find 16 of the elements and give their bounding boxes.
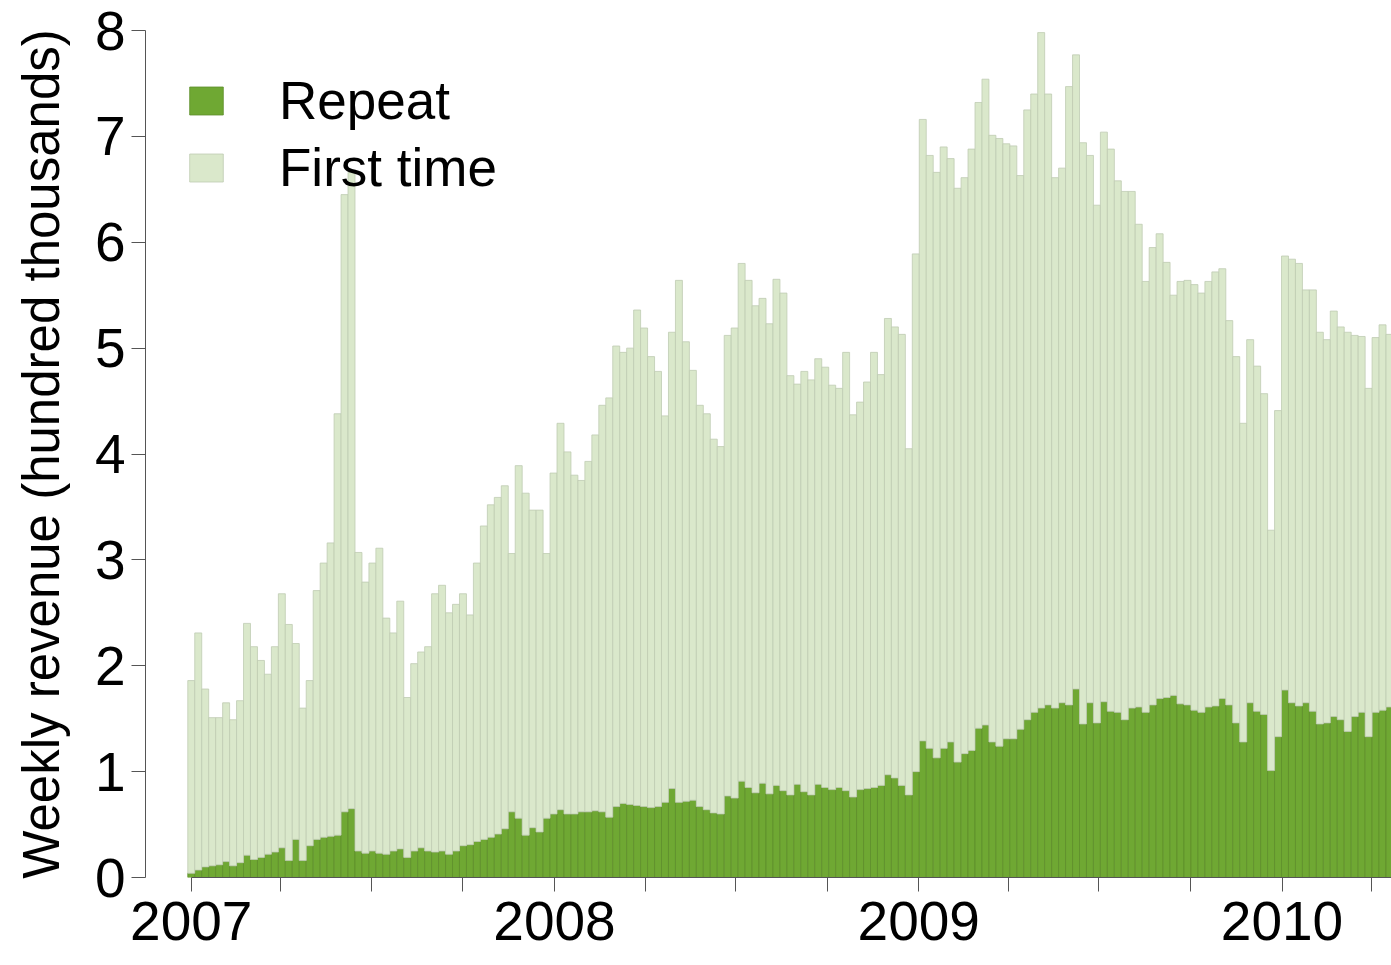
y-tick-label: 6 <box>94 211 126 274</box>
x-tick-label: 2010 <box>1220 889 1344 952</box>
x-tick-label: 2007 <box>130 889 253 952</box>
y-axis-title: Weekly revenue (hundred thousands) <box>12 29 70 879</box>
y-tick-label: 5 <box>94 317 126 380</box>
y-tick-label: 8 <box>94 0 126 62</box>
y-tick-label: 1 <box>94 740 126 803</box>
legend-label: First time <box>279 137 497 198</box>
legend-label: Repeat <box>279 70 450 131</box>
y-tick-label: 4 <box>94 423 126 485</box>
x-tick-label: 2008 <box>493 889 616 952</box>
x-tick-label: 2009 <box>857 889 980 952</box>
y-tick-label: 7 <box>94 105 126 168</box>
y-tick-label: 2 <box>94 634 126 697</box>
y-tick-label: 3 <box>94 528 126 591</box>
y-tick-label: 0 <box>94 846 126 909</box>
